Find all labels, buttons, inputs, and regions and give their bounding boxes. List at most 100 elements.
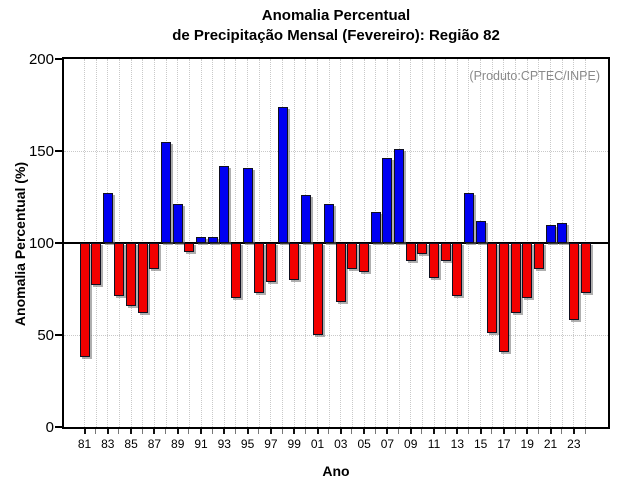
x-tick-24 xyxy=(584,429,586,434)
x-tick-01 xyxy=(316,429,319,434)
bar-83 xyxy=(102,193,113,243)
bar-07 xyxy=(382,158,393,243)
bar-97 xyxy=(265,243,276,282)
x-tick-label-11: 11 xyxy=(427,437,441,451)
bar-00 xyxy=(300,195,311,243)
x-tick-20 xyxy=(537,429,539,434)
plot-area: (Produto:CPTEC/INPE) xyxy=(62,57,610,429)
x-tick-label-81: 81 xyxy=(77,437,92,451)
bar-21 xyxy=(545,224,556,243)
y-tick-label-100: 100 xyxy=(28,235,54,252)
x-tick-87 xyxy=(153,429,156,434)
bar-20 xyxy=(533,243,544,269)
x-tick-label-89: 89 xyxy=(171,437,185,451)
y-tick-50 xyxy=(55,334,62,336)
x-tick-label-03: 03 xyxy=(334,437,348,451)
x-tick-label-19: 19 xyxy=(520,437,534,451)
x-tick-label-85: 85 xyxy=(124,437,138,451)
bar-05 xyxy=(359,243,370,273)
bar-12 xyxy=(440,243,451,262)
x-tick-82 xyxy=(95,429,97,434)
x-tick-label-99: 99 xyxy=(287,437,301,451)
bar-81 xyxy=(79,243,90,358)
bar-96 xyxy=(254,243,265,293)
x-tick-93 xyxy=(223,429,226,434)
chart-title-line2: de Precipitação Mensal (Fevereiro): Regi… xyxy=(172,27,500,44)
bar-24 xyxy=(580,243,591,293)
bar-15 xyxy=(475,220,486,243)
x-axis-label: Ano xyxy=(322,463,350,479)
bar-10 xyxy=(417,243,428,255)
x-tick-16 xyxy=(491,429,493,434)
bar-88 xyxy=(161,141,172,243)
x-tick-19 xyxy=(526,429,529,434)
x-tick-11 xyxy=(433,429,436,434)
bar-89 xyxy=(172,204,183,243)
y-tick-label-200: 200 xyxy=(28,51,54,68)
bar-19 xyxy=(522,243,533,299)
x-tick-89 xyxy=(176,429,179,434)
bar-99 xyxy=(289,243,300,280)
x-tick-22 xyxy=(561,429,563,434)
bar-90 xyxy=(184,243,195,253)
x-tick-10 xyxy=(421,429,423,434)
x-tick-17 xyxy=(502,429,505,434)
y-tick-200 xyxy=(55,58,62,60)
bar-04 xyxy=(347,243,358,269)
x-tick-88 xyxy=(165,429,167,434)
x-tick-09 xyxy=(409,429,412,434)
x-tick-label-97: 97 xyxy=(264,437,278,451)
x-tick-label-01: 01 xyxy=(310,437,325,451)
gridline-y-50 xyxy=(64,335,608,336)
bar-08 xyxy=(394,149,405,243)
x-tick-90 xyxy=(188,429,190,434)
x-tick-label-83: 83 xyxy=(101,437,115,451)
x-tick-05 xyxy=(363,429,366,434)
x-tick-21 xyxy=(549,429,552,434)
y-tick-label-150: 150 xyxy=(28,143,54,160)
chart-title: Anomalia Percentual de Precipitação Mens… xyxy=(62,6,610,46)
x-tick-83 xyxy=(106,429,109,434)
bar-98 xyxy=(277,106,288,243)
x-tick-84 xyxy=(118,429,120,434)
bar-85 xyxy=(126,243,137,306)
bar-86 xyxy=(137,243,148,313)
y-tick-0 xyxy=(55,426,62,428)
x-tick-15 xyxy=(479,429,482,434)
product-annotation: (Produto:CPTEC/INPE) xyxy=(469,69,600,83)
x-tick-91 xyxy=(200,429,202,434)
chart-title-line1: Anomalia Percentual xyxy=(261,7,411,24)
x-tick-95 xyxy=(246,429,249,434)
x-tick-label-15: 15 xyxy=(473,437,488,451)
y-tick-150 xyxy=(55,150,62,152)
bar-93 xyxy=(219,165,230,243)
x-tick-label-87: 87 xyxy=(147,437,162,451)
x-tick-03 xyxy=(339,429,342,434)
x-tick-86 xyxy=(141,429,143,434)
bar-94 xyxy=(230,243,241,299)
bar-95 xyxy=(242,167,253,243)
x-tick-label-21: 21 xyxy=(543,437,558,451)
x-tick-94 xyxy=(234,429,236,434)
bar-82 xyxy=(91,243,102,286)
bar-16 xyxy=(487,243,498,334)
bar-11 xyxy=(429,243,440,278)
x-tick-06 xyxy=(374,429,376,434)
x-tick-label-05: 05 xyxy=(357,437,371,451)
x-tick-85 xyxy=(130,429,133,434)
x-tick-99 xyxy=(293,429,296,434)
x-tick-label-95: 95 xyxy=(240,437,255,451)
bar-09 xyxy=(405,243,416,262)
x-tick-label-91: 91 xyxy=(194,437,208,451)
bar-87 xyxy=(149,243,160,269)
gridline-y-150 xyxy=(64,151,608,152)
x-tick-00 xyxy=(304,429,306,434)
x-tick-label-93: 93 xyxy=(217,437,231,451)
x-tick-08 xyxy=(398,429,400,434)
bar-17 xyxy=(498,243,509,352)
bar-22 xyxy=(557,222,568,243)
x-tick-18 xyxy=(514,429,516,434)
x-tick-02 xyxy=(328,429,330,434)
x-tick-label-17: 17 xyxy=(497,437,511,451)
